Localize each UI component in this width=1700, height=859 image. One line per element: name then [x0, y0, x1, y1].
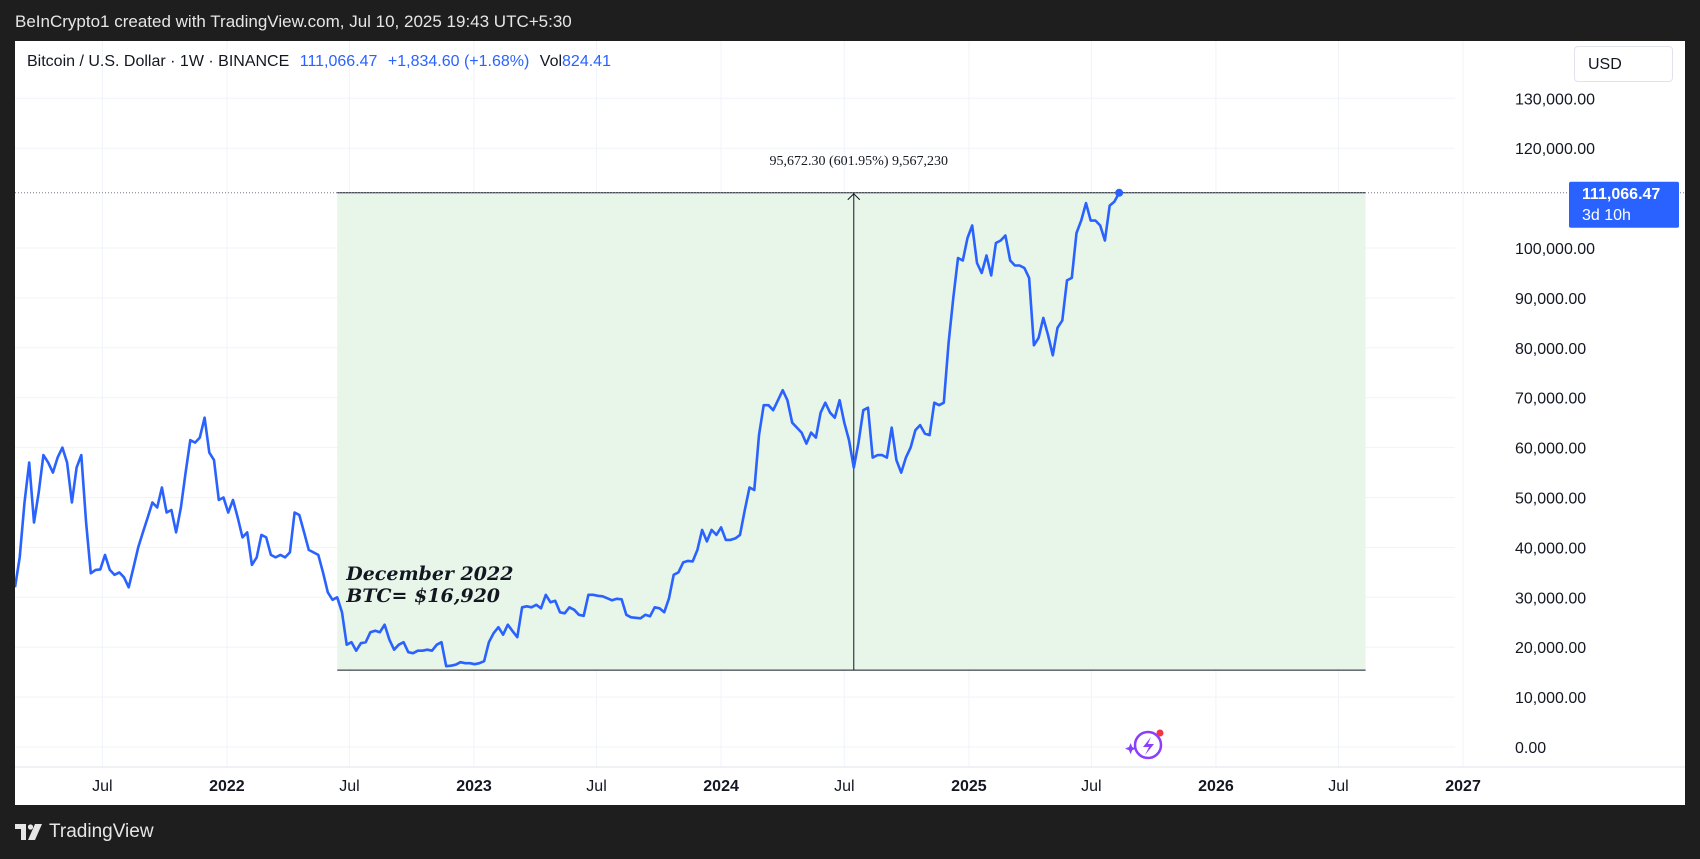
y-tick-label: 60,000.00 [1515, 441, 1586, 458]
range-measure: 95,672.30 (601.95%) 9,567,230 December 20… [15, 154, 1685, 671]
time-axis: Jul 2022 Jul 2023 Jul 2024 Jul 2025 Jul 2026 Jul 20… [15, 766, 1685, 795]
measure-arrow-head [847, 193, 861, 201]
x-tick-label: 2023 [456, 778, 492, 795]
tradingview-icon [15, 824, 42, 840]
price-tag: 111,066.47 3d 10h [1569, 181, 1679, 228]
y-tick-label: 100,000.00 [1515, 241, 1595, 258]
last-price: 111,066.47 [299, 53, 378, 70]
badge-sparkle [1125, 743, 1137, 755]
x-tick-label: Jul [1081, 778, 1101, 795]
y-tick-label: 80,000.00 [1515, 341, 1586, 358]
price-chart[interactable]: 95,672.30 (601.95%) 9,567,230 December 20… [15, 41, 1685, 805]
y-tick-label: 50,000.00 [1515, 491, 1586, 508]
annotation-line-2: BTC= $16,920 [345, 585, 500, 607]
x-tick-label: Jul [586, 778, 606, 795]
y-tick-label: 10,000.00 [1515, 690, 1586, 707]
series-layer [15, 188, 1164, 760]
y-tick-label: 130,000.00 [1515, 91, 1595, 108]
price-tag-countdown: 3d 10h [1582, 207, 1631, 224]
y-tick-label: 0.00 [1515, 740, 1546, 757]
x-tick-label: 2024 [703, 778, 739, 795]
range-box [337, 192, 1366, 671]
x-tick-label: Jul [834, 778, 854, 795]
x-tick-label: 2026 [1198, 778, 1234, 795]
x-tick-label: 2027 [1445, 778, 1481, 795]
badge-ring [1133, 730, 1163, 760]
x-tick-label: Jul [92, 778, 112, 795]
y-tick-label: 40,000.00 [1515, 540, 1586, 557]
annotation-text: December 2022 BTC= $16,920 [345, 563, 513, 607]
price-axis: 0.00 10,000.00 20,000.00 30,000.00 40,000.00… [1515, 91, 1679, 757]
symbol-legend: Bitcoin / U.S. Dollar · 1W · BINANCE 111… [27, 53, 617, 71]
last-point [1115, 188, 1124, 197]
volume-label: Vol [539, 53, 563, 70]
annotation-line-1: December 2022 [345, 563, 513, 585]
badge-bolt [1143, 737, 1154, 755]
price-change: +1,834.60 (+1.68%) [387, 53, 530, 70]
series-line [15, 192, 1121, 668]
badge-dot [1156, 729, 1164, 737]
y-tick-label: 30,000.00 [1515, 590, 1586, 607]
measure-label: 95,672.30 (601.95%) 9,567,230 [770, 154, 949, 169]
y-tick-label: 120,000.00 [1515, 141, 1595, 158]
y-tick-label: 90,000.00 [1515, 291, 1586, 308]
footer: TradingView [0, 805, 1700, 859]
x-tick-label: 2022 [209, 778, 245, 795]
chart-area[interactable]: 95,672.30 (601.95%) 9,567,230 December 20… [15, 41, 1685, 805]
symbol-title: Bitcoin / U.S. Dollar · 1W · BINANCE [27, 53, 290, 70]
x-tick-label: Jul [339, 778, 359, 795]
currency-button[interactable]: USD [1574, 46, 1673, 82]
y-tick-label: 70,000.00 [1515, 391, 1586, 408]
y-tick-label: 20,000.00 [1515, 640, 1586, 657]
x-tick-label: 2025 [951, 778, 987, 795]
lightning-badge-icon [1125, 729, 1164, 760]
price-tag-bg [1569, 181, 1679, 228]
tradingview-brand: TradingView [49, 821, 154, 842]
chart-attribution: BeInCrypto1 created with TradingView.com… [15, 12, 572, 31]
tradingview-logo[interactable]: TradingView [15, 821, 154, 843]
x-tick-label: Jul [1328, 778, 1348, 795]
price-tag-value: 111,066.47 [1582, 186, 1660, 203]
volume-value: 824.41 [562, 53, 611, 70]
